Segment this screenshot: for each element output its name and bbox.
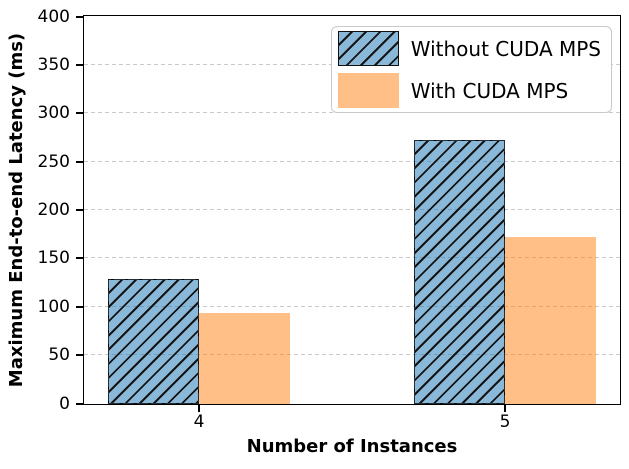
legend-label: Without CUDA MPS [410,36,601,61]
y-tick-mark-250 [76,160,83,163]
y-tick-mark-200 [76,209,83,211]
x-tick-label-5: 5 [499,412,511,432]
y-tick-label-100: 100 [37,296,70,317]
y-tick-label-150: 150 [37,248,70,269]
x-tick-mark-4 [198,404,200,412]
x-tick-mark-5 [504,404,506,412]
y-tick-label-50: 50 [48,345,70,366]
x-tick-label-4: 4 [193,412,205,432]
gridline-y-50 [84,354,620,356]
bar-with-mps-instances-4 [198,313,290,404]
bar-with-mps-instances-5 [504,236,596,404]
y-tick-label-300: 300 [37,103,70,124]
y-tick-label-200: 200 [37,200,70,220]
gridline-y-200 [84,209,620,210]
legend: Without CUDA MPS With CUDA MPS [330,26,612,113]
y-tick-label-350: 350 [37,54,70,75]
gridline-y-100 [84,305,620,307]
y-tick-mark-50 [76,354,83,357]
x-axis-title: Number of Instances [246,436,458,457]
gridline-y-250 [84,160,620,162]
y-tick-mark-350 [76,63,83,66]
plot-area: Without CUDA MPS With CUDA MPS [83,15,621,405]
y-tick-mark-400 [76,15,83,18]
gridline-y-150 [84,257,620,259]
y-tick-label-400: 400 [37,6,70,27]
legend-item-without-cuda-mps: Without CUDA MPS [337,31,605,66]
legend-swatch-hatched-blue [337,31,399,66]
y-tick-mark-0 [76,402,83,405]
y-tick-mark-300 [76,112,83,115]
y-tick-label-0: 0 [59,393,70,414]
bar-without-mps-instances-4 [107,279,199,404]
y-tick-mark-100 [76,305,83,308]
y-tick-label-250: 250 [37,151,70,172]
bar-without-mps-instances-5 [413,139,505,404]
legend-swatch-orange [337,73,399,108]
legend-item-with-cuda-mps: With CUDA MPS [337,73,605,108]
y-tick-mark-150 [76,257,83,260]
legend-label: With CUDA MPS [410,78,569,103]
